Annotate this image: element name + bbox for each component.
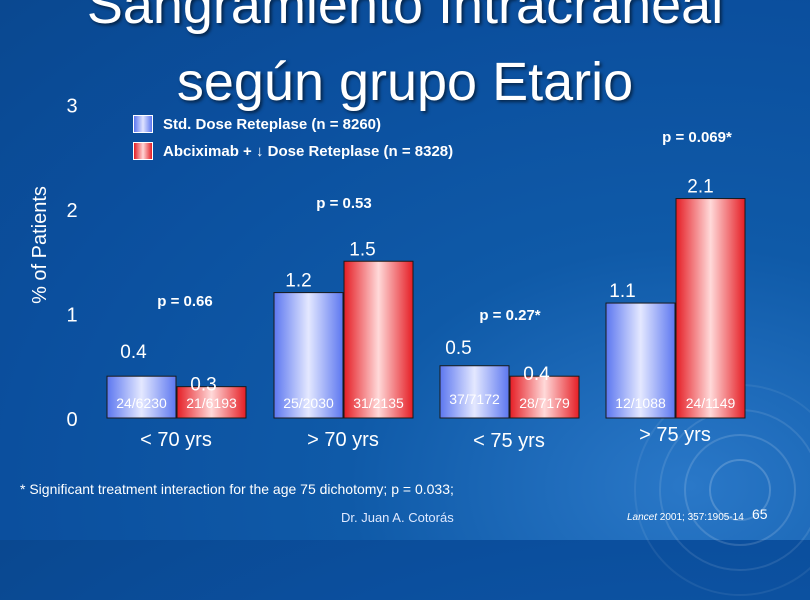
value-label-abciximab-3: 0.4 — [523, 364, 550, 385]
footnote: * Significant treatment interaction for … — [20, 481, 454, 497]
value-label-std-dose-2: 1.2 — [285, 271, 311, 292]
x-tick-label-2: > 70 yrs — [307, 429, 379, 451]
value-label-std-dose-1: 0.4 — [120, 342, 147, 363]
page-number: 65 — [752, 506, 768, 522]
bar-abciximab-2 — [343, 260, 414, 419]
slide-title-line1: Sangramiento Intracraneal — [86, 0, 724, 35]
reference-citation: Lancet 2001; 357:1905-14 — [627, 512, 744, 523]
author-credit: Dr. Juan A. Cotorás — [341, 510, 454, 525]
legend-label-abciximab: Abciximab + ↓ Dose Reteplase (n = 8328) — [163, 142, 454, 160]
p-value-annotation-1: p = 0.66 — [157, 293, 212, 310]
y-tick-label-1: 1 — [66, 305, 77, 327]
x-tick-label-3: < 75 yrs — [473, 430, 545, 452]
bar-std-dose-1 — [106, 375, 177, 419]
p-value-annotation-4: p = 0.069* — [662, 129, 732, 146]
bar-abciximab-4 — [675, 198, 746, 419]
count-label-std-dose-1: 24/6230 — [116, 395, 167, 411]
bar-abciximab-1 — [176, 386, 247, 419]
y-tick-label-3: 3 — [66, 96, 77, 118]
p-value-annotation-3: p = 0.27* — [479, 307, 540, 324]
y-axis-label: % of Patients — [29, 186, 51, 304]
legend-item-abciximab: Abciximab + ↓ Dose Reteplase (n = 8328) — [133, 142, 453, 160]
x-tick-label-4: > 75 yrs — [639, 424, 711, 446]
legend-label-std-dose: Std. Dose Reteplase (n = 8260) — [163, 115, 381, 133]
count-label-std-dose-4: 12/1088 — [615, 395, 666, 411]
count-label-abciximab-2: 31/2135 — [353, 395, 404, 411]
reference-detail: 2001; 357:1905-14 — [657, 512, 744, 523]
slide-title-line2: según grupo Etario — [176, 52, 634, 112]
value-label-abciximab-2: 1.5 — [349, 239, 375, 260]
count-label-abciximab-1: 21/6193 — [186, 395, 237, 411]
value-label-abciximab-1: 0.3 — [190, 375, 216, 396]
reference-journal: Lancet — [627, 512, 658, 523]
bar-abciximab-3 — [509, 375, 580, 419]
count-label-std-dose-2: 25/2030 — [283, 395, 334, 411]
legend-swatch-blue — [133, 115, 153, 133]
x-tick-label-1: < 70 yrs — [140, 429, 212, 451]
value-label-std-dose-3: 0.5 — [445, 338, 471, 359]
value-label-abciximab-4: 2.1 — [687, 177, 713, 198]
y-tick-label-0: 0 — [66, 409, 77, 431]
legend-item-std-dose: Std. Dose Reteplase (n = 8260) — [133, 115, 381, 133]
bar-chart: % of Patients 0 1 2 3 0.4 0.3 1.2 1.5 0.5 0.4 1.1… — [29, 96, 746, 452]
legend-swatch-red — [133, 142, 153, 160]
bar-std-dose-2 — [273, 292, 344, 419]
value-label-std-dose-4: 1.1 — [609, 281, 635, 302]
bar-std-dose-4 — [605, 302, 676, 419]
bar-std-dose-3 — [439, 365, 510, 419]
y-tick-label-2: 2 — [66, 200, 77, 222]
count-label-abciximab-4: 24/1149 — [686, 395, 736, 411]
count-label-abciximab-3: 28/7179 — [519, 395, 570, 411]
p-value-annotation-2: p = 0.53 — [316, 195, 371, 212]
count-label-std-dose-3: 37/7172 — [449, 391, 500, 407]
